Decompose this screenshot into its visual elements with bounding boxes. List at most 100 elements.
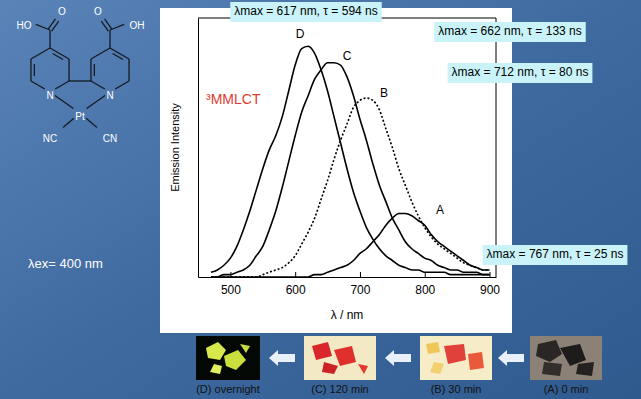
bond [30,59,31,81]
photo-caption: (D) overnight [196,383,260,395]
annotation-box: λmax = 767 nm, τ = 25 ns [483,245,628,265]
bond [115,81,129,89]
x-tick-mark [490,272,491,277]
crystal [240,344,250,353]
curve-label: B [380,86,388,100]
bond [55,81,69,89]
bond [48,19,55,29]
x-tick-label: 900 [480,283,500,297]
annotation-box: λmax = 712 nm, τ = 80 ns [448,63,593,83]
photo-caption: (C) 120 min [311,383,368,395]
crystal [322,362,338,374]
series-line [211,98,490,277]
crystal [206,342,226,360]
curve-label: D [296,27,305,41]
annotation-box: λmax = 662 nm, τ = 133 ns [434,22,585,42]
photo: (A) 0 min [530,336,602,395]
bond [110,24,124,30]
bond [63,118,74,127]
x-tick-label: 800 [415,283,435,297]
x-axis: 500 600 700 800 900 [199,272,501,297]
x-tick-label: 700 [350,283,370,297]
x-tick: 800 [415,272,435,297]
bond [128,59,129,81]
bond [87,95,106,108]
bond [91,48,110,59]
x-tick-label: 600 [286,283,306,297]
atom-label: CN [103,133,117,144]
crystal [334,346,356,366]
photo: (D) overnight [196,336,260,395]
slide: HOOOOHNNPtNCCNλex= 400 nm500600700800900… [0,0,641,399]
x-axis-title: λ / nm [331,308,364,322]
bond [31,48,50,59]
state-label: ³MMLCT [206,91,261,107]
annotation-background [230,2,381,22]
x-tick-label: 500 [221,283,241,297]
bond [113,53,123,59]
crystal [542,362,562,376]
atom-label: O [94,6,102,17]
curve-label: C [343,49,352,63]
frame-right [496,18,497,277]
photo-caption: (B) 30 min [431,383,482,395]
photo-background [530,336,602,380]
crystal [210,364,222,374]
excitation-label: λex= 400 nm [28,256,103,271]
atom-label: OH [130,20,145,31]
crystal [468,352,484,370]
crystal [560,344,586,366]
annotation-background [448,63,593,83]
crystal [536,340,562,362]
x-tick: 900 [480,272,500,297]
crystal [312,342,332,360]
curve-label: A [436,203,444,217]
crystal [358,364,368,374]
bond [34,64,35,76]
crystal [576,362,594,376]
bond [49,30,50,48]
x-tick: 600 [286,272,306,297]
annotation-background [483,245,628,265]
photo-background [420,336,492,380]
bond [31,81,45,89]
crystal [444,344,466,364]
chart-panel [160,8,512,333]
annotation-text: λmax = 662 nm, τ = 133 ns [438,24,581,38]
arrow [498,350,524,366]
y-axis-title: Emission Intensity [169,103,181,192]
bond [109,30,110,48]
arrow [385,350,411,366]
bond [110,48,129,59]
annotation-text: λmax = 617 nm, τ = 594 ns [234,4,377,18]
bond [68,59,69,81]
bond [86,118,97,127]
bond [53,53,63,59]
atom-label: N [46,90,53,101]
y-axis-line [198,19,199,278]
series-line [211,213,490,277]
crystal [430,362,444,374]
photo-background [304,336,376,380]
crystal [426,342,440,354]
x-tick: 500 [221,272,241,297]
chart-texts: Aλmax = 767 nm, τ = 25 ns Bλmax = 712 nm,… [206,2,627,265]
annotation-text: λmax = 712 nm, τ = 80 ns [452,65,589,79]
annotation-background [434,22,585,42]
arrow [269,350,295,366]
bond [94,64,95,76]
annotation-box: λmax = 617 nm, τ = 594 ns [230,2,381,22]
atom-label: Pt [75,111,85,122]
bond [101,21,108,31]
x-tick-mark [360,272,361,277]
bond [36,24,50,30]
x-axis-line [199,277,497,278]
atom-label: O [58,6,66,17]
photo-background [196,336,260,380]
y-axis [198,19,199,278]
photo-caption: (A) 0 min [544,383,589,395]
photo: (C) 120 min [304,336,376,395]
crystal [224,350,246,370]
bond [90,59,91,81]
bond [50,48,69,59]
